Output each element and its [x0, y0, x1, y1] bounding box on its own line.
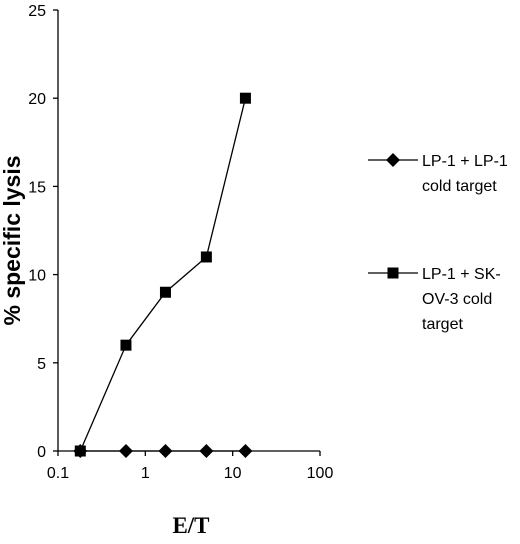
series-diamond [73, 444, 253, 458]
data-point [159, 286, 171, 298]
data-point [238, 444, 253, 458]
data-point [118, 444, 133, 458]
y-axis-title: % specific lysis [0, 155, 25, 325]
series-square [74, 92, 251, 457]
series-line [79, 98, 247, 452]
x-tick-label: 10 [224, 465, 242, 482]
axes [53, 9, 321, 456]
legend-label: LP-1 + LP-1 [422, 153, 508, 170]
plot-area [73, 92, 253, 458]
y-tick-label: 0 [37, 444, 46, 461]
data-point [158, 444, 173, 458]
legend-label: OV-3 cold [422, 291, 492, 308]
y-tick-label: 20 [28, 91, 46, 108]
data-point [239, 92, 251, 104]
data-point [74, 445, 86, 457]
x-tick-label: 1 [141, 465, 150, 482]
x-axis-title: E/T [172, 513, 209, 538]
legend-marker [387, 267, 399, 279]
legend-label: cold target [422, 178, 497, 195]
legend-entry: LP-1 + SK- OV-3 cold target [368, 266, 501, 333]
x-tick-label: 0.1 [47, 465, 69, 482]
legend-label: LP-1 + SK- [422, 266, 501, 283]
legend-entry: LP-1 + LP-1 cold target [368, 153, 508, 195]
x-tick-label: 100 [307, 465, 334, 482]
legend-marker [386, 153, 400, 167]
data-point [120, 339, 132, 351]
y-tick-label: 10 [28, 268, 46, 285]
y-tick-label: 15 [28, 179, 46, 196]
tick-labels: 0 5 10 15 20 25 0.1 1 10 100 [28, 3, 333, 482]
legend: LP-1 + LP-1 cold target LP-1 + SK- OV-3 col… [368, 153, 508, 333]
data-point [199, 444, 214, 458]
y-tick-label: 5 [37, 356, 46, 373]
legend-label: target [422, 316, 463, 333]
data-point [200, 251, 212, 263]
y-tick-label: 25 [28, 3, 46, 20]
